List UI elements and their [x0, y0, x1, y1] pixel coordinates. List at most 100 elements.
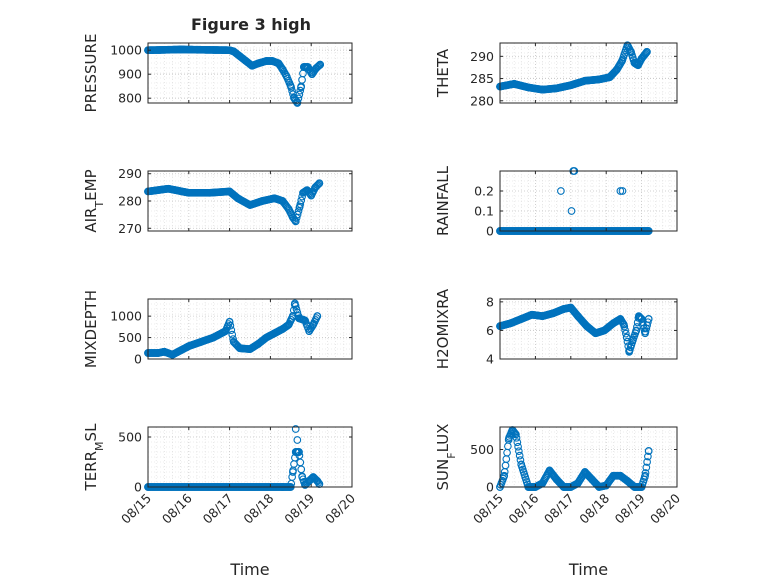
- data-point: [235, 52, 244, 61]
- data-point: [298, 473, 307, 481]
- x-axis-label: Time: [229, 560, 269, 579]
- data-point: [515, 447, 523, 456]
- data-point: [605, 73, 614, 82]
- y-tick-label: 280: [470, 93, 494, 108]
- data-point: [309, 320, 318, 329]
- data-point: [634, 61, 642, 70]
- data-point: [644, 318, 652, 327]
- data-point: [566, 81, 575, 90]
- data-point: [284, 205, 293, 214]
- data-point: [625, 348, 634, 356]
- subplot-6: 4 6 8 H2OMIXRA: [434, 288, 678, 369]
- data-point: [225, 317, 234, 326]
- data-point: [228, 330, 237, 339]
- data-point: [184, 188, 193, 197]
- y-axis-label: TERRMSL: [82, 423, 106, 492]
- x-tick-label: 08/15: [118, 491, 154, 527]
- data-point: [294, 94, 303, 103]
- axes-box: [499, 298, 678, 360]
- data-point: [549, 309, 557, 318]
- data-point: [246, 201, 254, 209]
- data-point: [296, 86, 305, 95]
- data-point: [641, 329, 649, 338]
- data-point: [643, 458, 651, 466]
- subplot-3: 270 280 290 AIRTEMP: [82, 166, 353, 236]
- x-tick-label: 08/19: [281, 490, 317, 526]
- data-point: [168, 350, 177, 359]
- data-point: [295, 448, 303, 456]
- data-point: [621, 326, 629, 334]
- data-point: [305, 477, 314, 485]
- x-tick-label: 08/15: [470, 491, 506, 527]
- data-point: [227, 326, 236, 334]
- data-point: [642, 463, 651, 472]
- data-point: [618, 187, 627, 195]
- data-point: [515, 451, 524, 460]
- y-tick-label: 1000: [110, 43, 142, 58]
- subplot-7: 0 500 08/15 08/16 08/17 08/18 08/19 08/20 Time TE…: [82, 423, 358, 579]
- data-point: [618, 56, 626, 65]
- data-point: [225, 46, 234, 55]
- data-point: [637, 54, 646, 63]
- data-point: [160, 347, 169, 356]
- data-point: [314, 478, 323, 487]
- data-point: [513, 438, 522, 447]
- y-axis-label: AIRTEMP: [82, 169, 106, 232]
- subplot-5: 0 500 1000 MIXDEPTH: [82, 290, 353, 368]
- y-axis-label: SUNFLUX: [434, 424, 458, 491]
- data-point: [258, 197, 267, 205]
- subplot-2: 280 285 290 THETA: [434, 41, 678, 108]
- data-point: [282, 72, 291, 81]
- data-point: [301, 316, 309, 325]
- data-point: [602, 481, 611, 490]
- data-point: [559, 305, 568, 313]
- data-point: [618, 318, 627, 327]
- data-point: [274, 59, 283, 68]
- data-point: [622, 329, 630, 338]
- data-point: [506, 319, 515, 328]
- data-point: [517, 315, 526, 323]
- data-point: [278, 65, 287, 74]
- data-point: [291, 217, 300, 226]
- data-point: [209, 46, 218, 54]
- data-point: [524, 83, 533, 92]
- data-point: [512, 430, 520, 439]
- x-tick-label: 08/20: [647, 490, 683, 526]
- data-point: [552, 475, 561, 484]
- figure-title: Figure 3 high: [191, 15, 311, 34]
- data-point: [566, 303, 575, 312]
- x-tick-label: 08/18: [576, 490, 612, 526]
- data-point: [642, 49, 650, 57]
- y-tick-label: 285: [470, 71, 494, 86]
- y-tick-label: 500: [118, 330, 142, 345]
- data-point: [643, 48, 651, 56]
- y-tick-label: 280: [118, 194, 142, 209]
- x-tick-label: 08/18: [240, 490, 276, 526]
- data-point: [209, 333, 218, 342]
- data-point: [205, 188, 214, 197]
- data-point: [644, 447, 653, 455]
- data-point: [308, 70, 316, 79]
- data-point: [636, 314, 645, 323]
- data-point: [301, 481, 309, 489]
- y-axis-label: PRESSURE: [82, 34, 100, 113]
- data-point: [291, 299, 299, 308]
- y-tick-label: 290: [470, 49, 494, 64]
- data-point: [193, 45, 201, 54]
- subplot-1: 800 900 1000 PRESSURE: [82, 34, 353, 113]
- data-point: [609, 319, 618, 328]
- data-point: [221, 327, 230, 335]
- data-point: [229, 338, 238, 346]
- data-point: [304, 63, 312, 71]
- subplot-8: 0 500 08/15 08/16 08/17 08/18 08/19 08/20 Time SU…: [434, 424, 683, 579]
- data-point: [512, 433, 521, 442]
- y-axis-label: H2OMIXRA: [434, 288, 452, 369]
- data-point: [293, 436, 302, 444]
- data-point: [574, 312, 582, 320]
- data-point: [552, 84, 561, 93]
- x-tick-label: 08/17: [541, 491, 577, 527]
- data-point: [538, 312, 547, 320]
- y-axis-label: RAINFALL: [434, 165, 452, 236]
- y-tick-label: 800: [118, 91, 142, 106]
